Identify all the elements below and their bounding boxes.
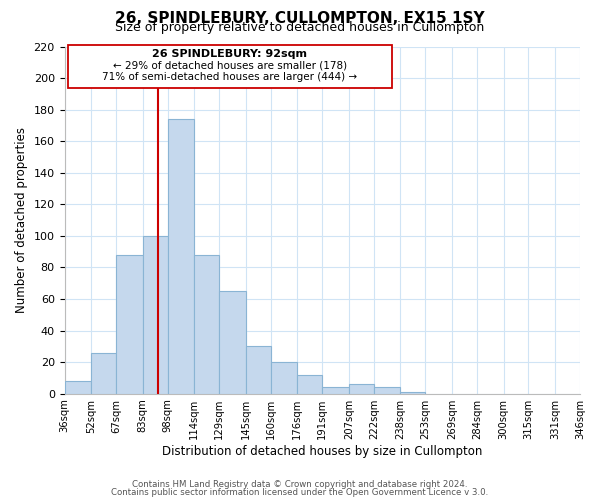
- Text: Contains HM Land Registry data © Crown copyright and database right 2024.: Contains HM Land Registry data © Crown c…: [132, 480, 468, 489]
- Bar: [167, 119, 194, 394]
- Bar: [194, 255, 219, 394]
- Text: Contains public sector information licensed under the Open Government Licence v : Contains public sector information licen…: [112, 488, 488, 497]
- Text: ← 29% of detached houses are smaller (178): ← 29% of detached houses are smaller (17…: [113, 60, 347, 70]
- Text: Size of property relative to detached houses in Cullompton: Size of property relative to detached ho…: [115, 22, 485, 35]
- Bar: [374, 388, 400, 394]
- Bar: [219, 291, 246, 394]
- Bar: [271, 362, 298, 394]
- Bar: [91, 352, 116, 394]
- Bar: [322, 388, 349, 394]
- X-axis label: Distribution of detached houses by size in Cullompton: Distribution of detached houses by size …: [162, 444, 482, 458]
- Bar: [65, 381, 91, 394]
- Text: 26 SPINDLEBURY: 92sqm: 26 SPINDLEBURY: 92sqm: [152, 50, 307, 59]
- Bar: [143, 236, 167, 394]
- Text: 71% of semi-detached houses are larger (444) →: 71% of semi-detached houses are larger (…: [103, 72, 358, 83]
- Y-axis label: Number of detached properties: Number of detached properties: [15, 127, 28, 313]
- Bar: [349, 384, 374, 394]
- Bar: [246, 346, 271, 394]
- Bar: [116, 255, 143, 394]
- Text: 26, SPINDLEBURY, CULLOMPTON, EX15 1SY: 26, SPINDLEBURY, CULLOMPTON, EX15 1SY: [115, 11, 485, 26]
- Bar: [298, 375, 322, 394]
- Bar: [68, 45, 392, 88]
- Bar: [400, 392, 425, 394]
